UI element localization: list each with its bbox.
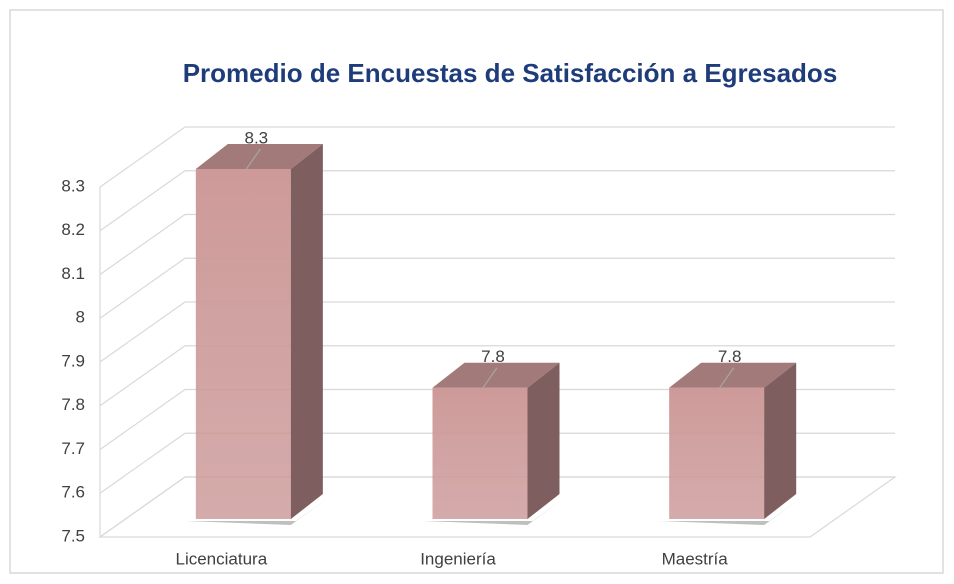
bar-front-shade bbox=[669, 387, 765, 519]
bar-side bbox=[764, 362, 797, 519]
bar-front-shade bbox=[195, 169, 291, 519]
leader-line bbox=[482, 367, 498, 389]
bar-side-shade bbox=[764, 362, 797, 519]
grid-line bbox=[99, 388, 895, 450]
y-tick-label: 7.9 bbox=[61, 351, 85, 370]
bar-top bbox=[432, 362, 560, 388]
y-tick-label: 8 bbox=[76, 308, 85, 327]
bar-top bbox=[195, 144, 323, 169]
x-tick-label: Licenciatura bbox=[175, 549, 267, 568]
grid-line bbox=[99, 126, 895, 188]
bar bbox=[185, 144, 328, 525]
y-tick-label: 8.2 bbox=[61, 220, 85, 239]
grid-line bbox=[99, 213, 895, 275]
chart-title: Promedio de Encuestas de Satisfacción a … bbox=[183, 58, 838, 88]
bar-side-shade bbox=[290, 144, 323, 519]
grid-line bbox=[99, 432, 895, 494]
bar-side bbox=[527, 362, 560, 519]
data-label: 7.8 bbox=[481, 347, 505, 366]
bar-side bbox=[290, 144, 323, 519]
bar-front bbox=[669, 387, 765, 519]
y-tick-label: 7.8 bbox=[61, 395, 85, 414]
bar-top-shade bbox=[669, 362, 797, 388]
y-tick-label: 8.3 bbox=[61, 176, 85, 195]
bar-top bbox=[669, 362, 797, 388]
y-tick-label: 7.7 bbox=[61, 439, 85, 458]
bar-front bbox=[195, 169, 291, 519]
y-tick-label: 7.5 bbox=[61, 526, 85, 545]
leader-line bbox=[719, 367, 735, 389]
grid-line bbox=[99, 170, 895, 232]
x-tick-label: Ingeniería bbox=[420, 549, 496, 568]
bar-top-shade bbox=[195, 144, 323, 169]
y-tick-label: 7.6 bbox=[61, 483, 85, 502]
y-tick-label: 8.1 bbox=[61, 264, 85, 283]
bar-side-shade bbox=[527, 362, 560, 519]
bar-front bbox=[432, 387, 528, 519]
grid-line bbox=[99, 345, 895, 407]
grid-line bbox=[99, 301, 895, 363]
bar-top-shade bbox=[432, 362, 560, 388]
grid-line bbox=[99, 257, 895, 319]
bar bbox=[422, 362, 565, 525]
bar bbox=[659, 362, 802, 525]
x-tick-label: Maestría bbox=[662, 549, 729, 568]
data-label: 7.8 bbox=[718, 347, 742, 366]
leader-line bbox=[245, 148, 261, 170]
grid-line bbox=[99, 476, 895, 538]
bar-front-shade bbox=[432, 387, 528, 519]
data-label: 8.3 bbox=[245, 128, 269, 147]
